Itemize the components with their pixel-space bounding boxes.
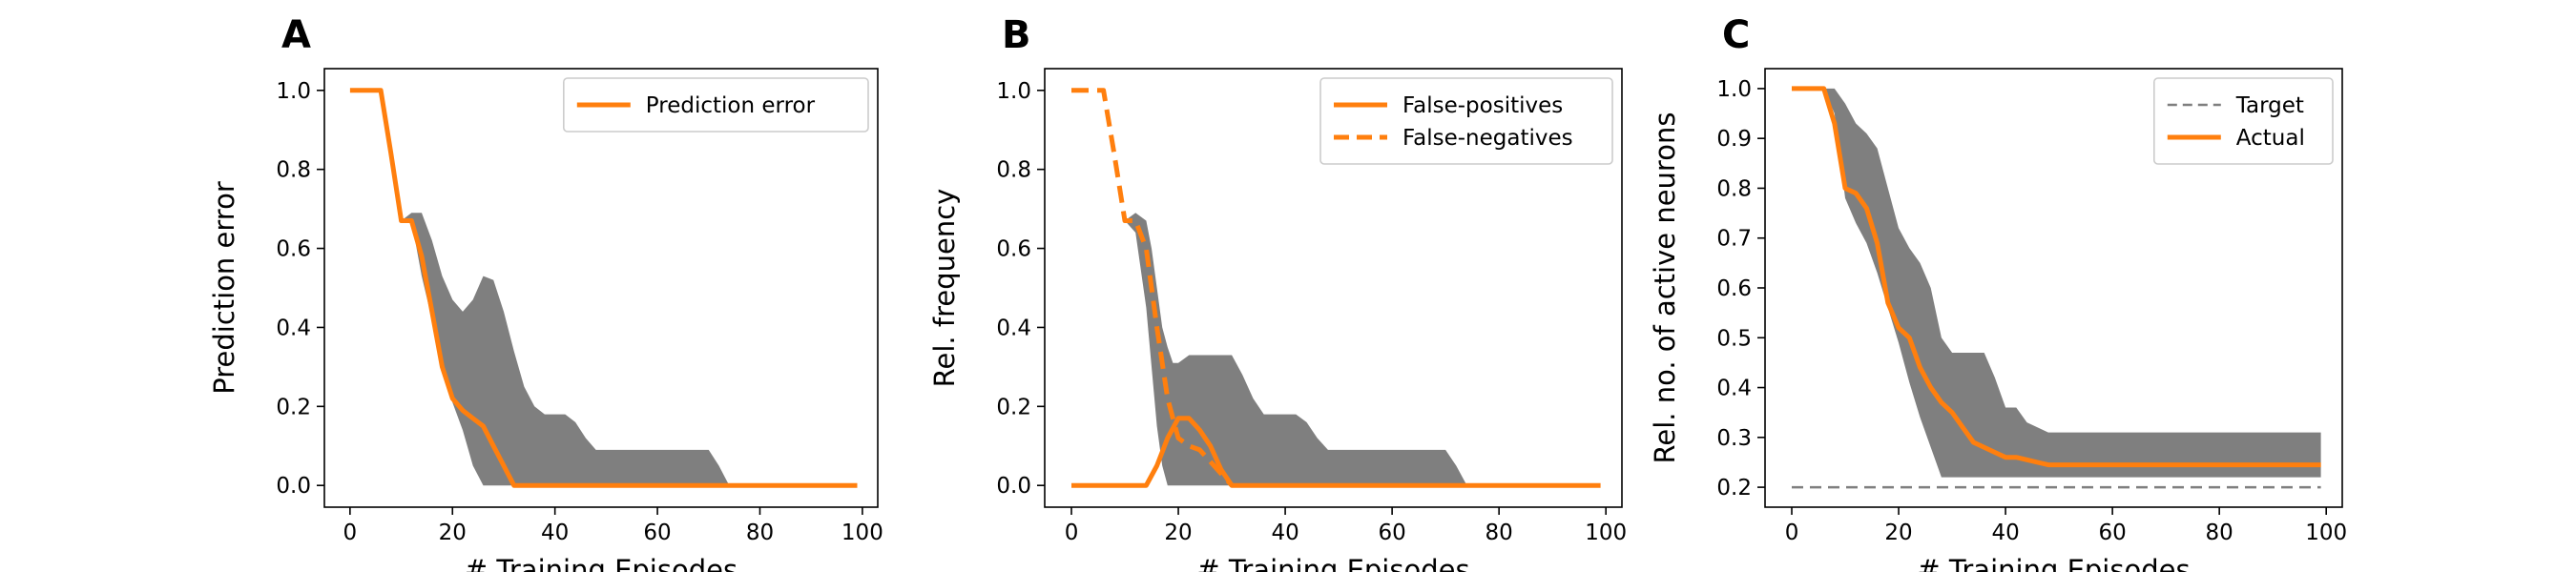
x-tick-label: 60 (1378, 521, 1405, 545)
variability-band (1823, 88, 2321, 478)
series-line-false-negatives (1071, 88, 1234, 487)
x-tick-label: 40 (1991, 521, 2019, 545)
panel-a: A 0 20 40 60 80 100 0.0 0.2 0.4 0.6 0.8 1.0 # Trainin… (208, 13, 883, 572)
variability-band (401, 213, 730, 486)
y-tick-label: 0.4 (276, 316, 311, 340)
legend-entry-label: False-negatives (1402, 126, 1573, 151)
x-tick-label: 40 (541, 521, 569, 545)
x-tick-label: 0 (343, 521, 358, 545)
legend-entry-label: Prediction error (646, 93, 816, 118)
y-axis-label: Rel. frequency (928, 189, 961, 388)
legend-entry-label: Actual (2236, 126, 2305, 151)
x-tick-label: 20 (439, 521, 467, 545)
y-tick-label: 0.7 (1716, 227, 1752, 252)
x-tick-label: 20 (1164, 521, 1192, 545)
x-tick-label: 60 (2098, 521, 2126, 545)
x-tick-label: 100 (1585, 521, 1627, 545)
y-tick-label: 0.4 (996, 316, 1031, 340)
panel-b: B 0 20 40 60 80 100 0.0 0.2 0.4 0.6 0.8 1.0 # Trainin… (928, 13, 1627, 572)
x-axis-label: # Training Episodes (1196, 554, 1469, 572)
x-tick-label: 40 (1271, 521, 1298, 545)
x-tick-label: 0 (1785, 521, 1799, 545)
y-tick-label: 0.2 (996, 395, 1031, 419)
y-tick-label: 0.6 (1716, 276, 1752, 301)
legend: Prediction error (562, 77, 869, 133)
legend-box (2153, 77, 2334, 165)
legend-box (562, 77, 869, 133)
y-tick-label: 0.6 (996, 237, 1031, 262)
y-tick-label: 0.4 (1716, 377, 1752, 401)
legend: Target Actual (2153, 77, 2334, 165)
panel-letter: B (1002, 13, 1031, 57)
legend-box (1319, 77, 1613, 165)
legend: False-positives False-negatives (1319, 77, 1613, 165)
legend-entry-label: False-positives (1402, 93, 1563, 118)
panel-letter: A (281, 13, 311, 57)
x-tick-label: 80 (2206, 521, 2233, 545)
y-tick-label: 0.0 (996, 474, 1031, 499)
y-tick-label: 1.0 (1716, 77, 1752, 102)
plot-frame (1044, 68, 1623, 508)
panel-c: C 0 20 40 60 80 100 0.2 0.3 0.4 0.5 0.6 0.7 0.8 0.9 1.0… (1649, 13, 2347, 572)
y-tick-label: 0.9 (1716, 127, 1752, 152)
variability-band (1125, 213, 1467, 486)
x-tick-label: 60 (643, 521, 671, 545)
x-tick-label: 100 (841, 521, 883, 545)
y-axis-label: Rel. no. of active neurons (1649, 112, 1681, 464)
x-axis-label: # Training Episodes (465, 554, 737, 572)
x-tick-label: 100 (2305, 521, 2347, 545)
y-axis-label: Prediction error (208, 181, 240, 395)
y-tick-label: 0.6 (276, 237, 311, 262)
legend-entry-label: Target (2235, 93, 2304, 118)
y-tick-label: 1.0 (996, 79, 1031, 104)
series-line-actual (1792, 86, 2321, 468)
x-axis-label: # Training Episodes (1917, 554, 2190, 572)
y-tick-label: 0.8 (1716, 176, 1752, 201)
y-tick-label: 0.5 (1716, 326, 1752, 351)
y-tick-label: 0.8 (276, 158, 311, 183)
x-tick-label: 80 (1485, 521, 1513, 545)
x-tick-label: 0 (1065, 521, 1079, 545)
y-tick-label: 0.0 (276, 474, 311, 499)
series-line-false-positives (1071, 416, 1601, 488)
y-tick-label: 0.8 (996, 158, 1031, 183)
x-tick-label: 20 (1884, 521, 1912, 545)
y-tick-label: 0.2 (1716, 476, 1752, 500)
y-tick-label: 0.2 (276, 395, 311, 419)
series-line-prediction-error (349, 88, 858, 488)
panel-letter: C (1722, 13, 1750, 57)
x-tick-label: 80 (746, 521, 774, 545)
y-tick-label: 0.3 (1716, 426, 1752, 451)
y-tick-label: 1.0 (276, 79, 311, 104)
plot-frame (323, 68, 879, 508)
